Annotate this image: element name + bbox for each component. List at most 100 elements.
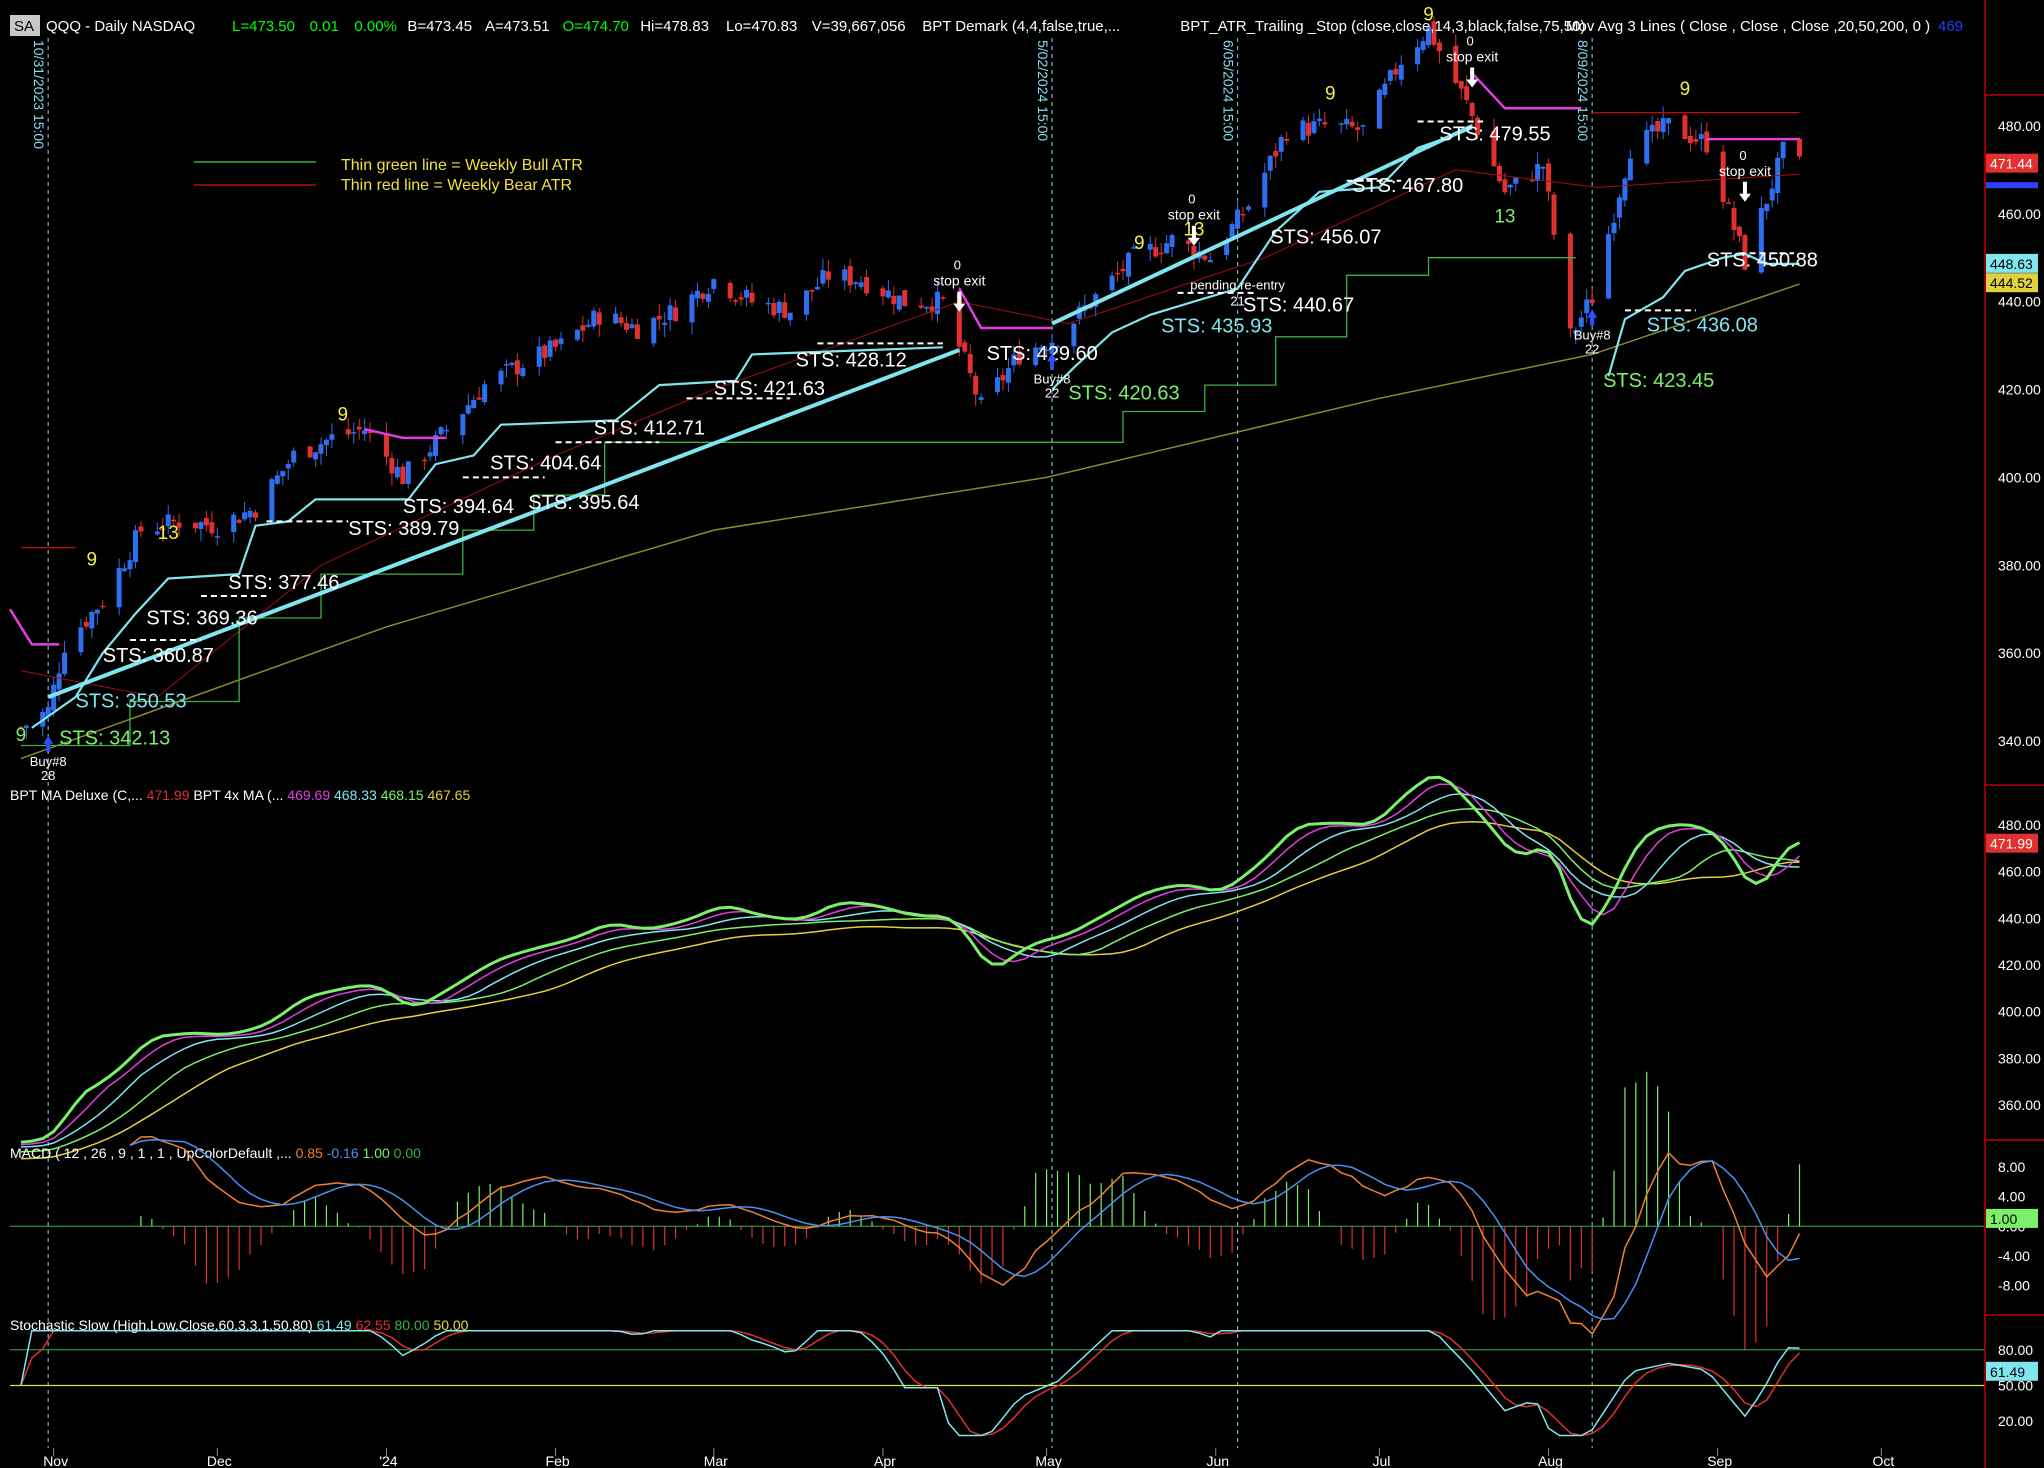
candle-down bbox=[176, 522, 182, 528]
symbol-tag-box[interactable] bbox=[10, 15, 40, 36]
candle-down bbox=[1687, 136, 1693, 144]
quote-field: L=473.50 bbox=[232, 18, 295, 35]
candle-up bbox=[231, 514, 237, 533]
ma-tick-label: 440.00 bbox=[1998, 910, 2041, 926]
month-label: Dec bbox=[207, 1453, 232, 1468]
up-arrow-icon bbox=[1047, 353, 1058, 370]
macd-tick-label: -4.00 bbox=[1998, 1248, 2030, 1264]
quote-field: BPT_ATR_Trailing _Stop (close,close,14,3… bbox=[1180, 18, 1585, 35]
candle-down bbox=[929, 306, 935, 312]
candle-down bbox=[1120, 268, 1126, 272]
price-tick-label: 360.00 bbox=[1998, 645, 2041, 661]
sts-label: STS: 423.45 bbox=[1603, 370, 1714, 392]
candle-down bbox=[1475, 117, 1481, 136]
candle-up bbox=[1207, 259, 1213, 263]
up-arrow-icon bbox=[1587, 309, 1598, 326]
candle-down bbox=[673, 307, 679, 321]
candle-up bbox=[274, 475, 280, 484]
chart-header: SA QQQ - Daily NASDAQ L=473.50 0.01 0.00% B… bbox=[10, 15, 1963, 36]
candle-down bbox=[634, 324, 640, 339]
ma-series-value: 469.69 bbox=[287, 787, 334, 803]
candle-up bbox=[465, 405, 471, 414]
candle-down bbox=[1322, 122, 1328, 125]
candle-down bbox=[1731, 208, 1737, 230]
candle-up bbox=[1049, 342, 1055, 354]
candle-up bbox=[574, 329, 580, 340]
macd-panel[interactable]: MACD ( 12 , 26 , 9 , 1 , 1 , UpColorDefa… bbox=[10, 1071, 1985, 1351]
candle-down bbox=[1431, 21, 1437, 45]
candle-down bbox=[514, 360, 520, 375]
last-value-label: 61.49 bbox=[1990, 1364, 2025, 1380]
quote-field: 0.01 bbox=[310, 18, 339, 35]
sts-label: STS: 435.93 bbox=[1161, 315, 1272, 337]
candle-down bbox=[1153, 247, 1159, 257]
candle-down bbox=[825, 271, 831, 280]
ma-title-value: 471.99 bbox=[147, 787, 194, 803]
candle-up bbox=[520, 368, 526, 376]
candle-down bbox=[400, 466, 406, 485]
candle-down bbox=[1567, 233, 1573, 329]
last-value-box bbox=[1986, 1208, 2038, 1228]
candle-down bbox=[864, 277, 870, 294]
signal-count: 22 bbox=[1045, 386, 1059, 401]
candle-up bbox=[1415, 47, 1421, 65]
price-tick-label: 480.00 bbox=[1998, 118, 2041, 134]
candle-up bbox=[482, 384, 488, 403]
green-legend-label: Thin green line = Weekly Bull ATR bbox=[341, 157, 583, 174]
candle-up bbox=[1147, 243, 1153, 250]
stoch-tick-label: 50.00 bbox=[1998, 1377, 2033, 1393]
sts-label: STS: 456.07 bbox=[1270, 227, 1381, 249]
stochastic-panel[interactable]: Stochastic Slow (High,Low,Close,60,3,3,1… bbox=[10, 1317, 1985, 1437]
magenta-stop-line bbox=[8, 608, 60, 646]
candle-up bbox=[165, 514, 171, 527]
ma-tick-label: 380.00 bbox=[1998, 1050, 2041, 1066]
magenta-stop-line bbox=[364, 427, 447, 440]
bpt-ma-panel[interactable]: BPT MA Deluxe (C,... 471.99 BPT 4x MA (.… bbox=[10, 775, 1801, 1160]
candle-up bbox=[285, 464, 291, 469]
candle-up bbox=[995, 377, 1000, 392]
candle-down bbox=[1191, 246, 1197, 259]
quote-field: V=39,667,056 bbox=[812, 18, 906, 35]
candle-up bbox=[351, 432, 357, 434]
signal-count: 0 bbox=[954, 258, 961, 273]
candle-up bbox=[1535, 164, 1541, 182]
candle-down bbox=[1693, 138, 1699, 142]
symbol-tag[interactable]: SA bbox=[14, 18, 34, 35]
candle-up bbox=[1578, 317, 1584, 327]
candle-up bbox=[694, 290, 700, 299]
ma-tick-label: 480.00 bbox=[1998, 817, 2041, 833]
candle-up bbox=[1316, 118, 1322, 122]
macd-value: 1.00 bbox=[363, 1145, 394, 1161]
stop-exit-label: stop exit bbox=[1446, 49, 1498, 65]
sts-label: STS: 421.63 bbox=[714, 378, 825, 400]
signal-count: 28 bbox=[41, 768, 55, 783]
ma-title: BPT MA Deluxe (C,... bbox=[10, 787, 147, 803]
candle-up bbox=[1611, 222, 1617, 234]
candle-up bbox=[78, 627, 84, 653]
candle-up bbox=[198, 521, 204, 530]
month-label: Mar bbox=[704, 1453, 728, 1468]
candle-down bbox=[422, 459, 428, 462]
signal-count: 22 bbox=[1585, 342, 1599, 357]
chart-title: QQQ - Daily NASDAQ bbox=[46, 18, 195, 35]
sts-label: STS: 389.79 bbox=[348, 518, 459, 540]
last-value-box bbox=[1986, 1361, 2038, 1381]
month-label: Jun bbox=[1206, 1453, 1229, 1468]
candle-up bbox=[1758, 207, 1764, 273]
demark-count: 9 bbox=[16, 725, 27, 746]
last-value-label: 471.44 bbox=[1990, 156, 2033, 172]
candle-up bbox=[214, 536, 220, 538]
last-value-label: 1.00 bbox=[1990, 1211, 2017, 1227]
candle-up bbox=[924, 307, 930, 309]
candle-down bbox=[1496, 165, 1502, 182]
candle-up bbox=[438, 427, 444, 435]
price-panel[interactable]: 10/31/2023 15:00 5/02/2024 15:00 6/05/2024… bbox=[8, 4, 1818, 1448]
sts-label: STS: 350.53 bbox=[75, 690, 186, 712]
demark-counts: 9913991399139 bbox=[16, 4, 1691, 746]
demark-count: 9 bbox=[1134, 233, 1145, 254]
candle-down bbox=[1546, 163, 1552, 192]
sts-label: STS: 467.80 bbox=[1352, 175, 1463, 197]
candle-down bbox=[383, 433, 389, 457]
